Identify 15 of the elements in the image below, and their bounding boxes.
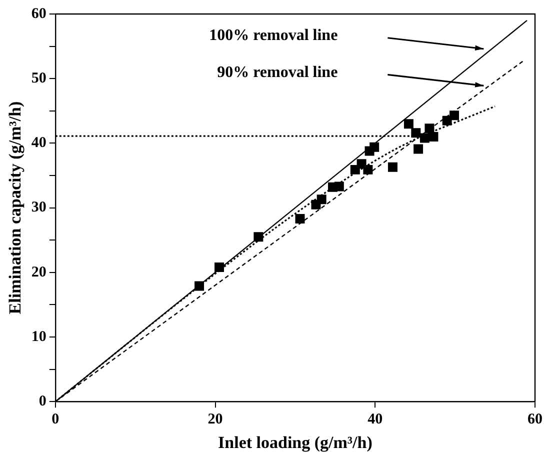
y-tick-label: 30 bbox=[31, 200, 46, 216]
y-tick-label: 60 bbox=[31, 6, 46, 22]
x-tick-label: 60 bbox=[528, 411, 542, 428]
x-tick-label: 40 bbox=[368, 411, 383, 428]
y-tick-label: 40 bbox=[31, 135, 46, 152]
y-tick-label: 50 bbox=[31, 70, 46, 86]
x-axis-title: Inlet loading (g/m³/h) bbox=[218, 433, 372, 452]
x-tick-label: 0 bbox=[52, 411, 60, 428]
y-axis-title: Elimination capacity (g/m³/h) bbox=[6, 101, 25, 314]
annotation: 100% removal line bbox=[209, 27, 338, 44]
x-tick-label: 20 bbox=[208, 411, 223, 428]
y-tick-label: 20 bbox=[31, 264, 46, 280]
annotation: 90% removal line bbox=[217, 64, 338, 81]
y-tick-label: 0 bbox=[38, 393, 46, 410]
y-tick-label: 10 bbox=[31, 328, 46, 345]
